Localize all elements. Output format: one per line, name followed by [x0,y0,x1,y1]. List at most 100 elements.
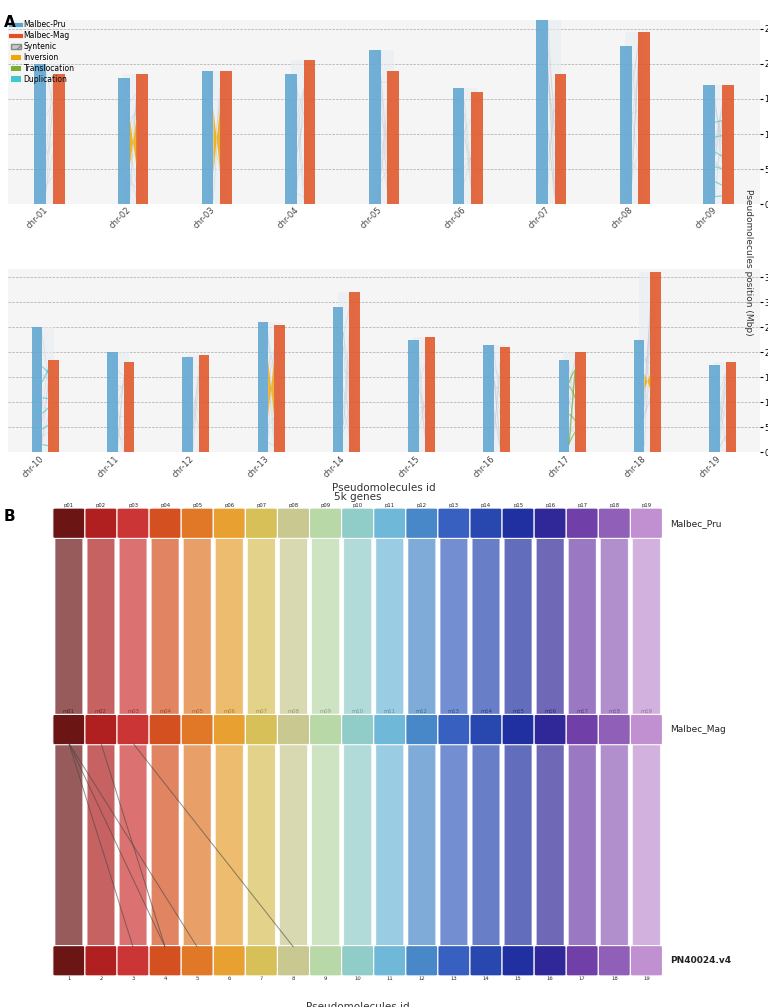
Text: p04: p04 [160,502,170,508]
FancyBboxPatch shape [374,509,406,539]
Text: 11: 11 [386,977,393,982]
Bar [220,70,232,204]
PathPatch shape [568,743,596,948]
PathPatch shape [536,537,564,716]
Text: 9: 9 [324,977,327,982]
Bar [290,60,310,204]
FancyBboxPatch shape [566,509,598,539]
FancyBboxPatch shape [566,714,598,745]
Text: m17: m17 [576,709,588,714]
Text: m19: m19 [641,709,653,714]
Text: p05: p05 [192,502,202,508]
PathPatch shape [505,743,532,948]
Text: m16: m16 [545,709,556,714]
Bar [564,352,581,452]
FancyBboxPatch shape [631,509,663,539]
Text: m01: m01 [63,709,75,714]
Text: m10: m10 [352,709,364,714]
PathPatch shape [247,743,275,948]
Text: 7: 7 [260,977,263,982]
FancyBboxPatch shape [181,946,214,976]
FancyBboxPatch shape [85,714,117,745]
PathPatch shape [184,537,211,716]
PathPatch shape [505,537,532,716]
PathPatch shape [408,743,435,948]
Text: p15: p15 [513,502,523,508]
Text: p10: p10 [353,502,362,508]
Bar [274,325,285,452]
Bar [124,75,143,204]
Bar [48,359,59,452]
FancyBboxPatch shape [214,509,245,539]
FancyBboxPatch shape [149,946,181,976]
Bar [554,75,566,204]
PathPatch shape [88,537,114,716]
FancyBboxPatch shape [181,509,214,539]
Bar [199,354,210,452]
Bar [483,344,494,452]
PathPatch shape [280,537,307,716]
PathPatch shape [119,743,147,948]
FancyBboxPatch shape [149,509,181,539]
Bar [709,85,728,204]
PathPatch shape [216,537,243,716]
Bar [726,363,737,452]
Bar [35,63,46,204]
Text: 10: 10 [354,977,361,982]
Bar [303,60,316,204]
Text: 15: 15 [515,977,521,982]
Bar [124,363,134,452]
Text: 1: 1 [67,977,71,982]
Text: p14: p14 [481,502,491,508]
Text: m18: m18 [608,709,621,714]
PathPatch shape [344,537,372,716]
PathPatch shape [151,537,179,716]
FancyBboxPatch shape [310,946,342,976]
Bar [408,339,419,452]
Text: 8: 8 [292,977,295,982]
FancyBboxPatch shape [245,946,277,976]
Text: p19: p19 [641,502,651,508]
Text: 6: 6 [227,977,231,982]
FancyBboxPatch shape [534,509,566,539]
Text: p07: p07 [257,502,266,508]
Text: p18: p18 [609,502,620,508]
Text: m07: m07 [256,709,267,714]
FancyBboxPatch shape [277,946,310,976]
PathPatch shape [376,743,403,948]
PathPatch shape [633,743,660,948]
FancyBboxPatch shape [149,714,181,745]
FancyBboxPatch shape [438,714,470,745]
Bar [536,8,548,204]
Bar [202,70,214,204]
PathPatch shape [216,743,243,948]
Bar [387,70,399,204]
Bar [187,354,204,452]
X-axis label: Pseudomolecules id: Pseudomolecules id [333,483,435,493]
PathPatch shape [440,743,468,948]
PathPatch shape [88,743,114,948]
FancyBboxPatch shape [342,946,374,976]
Bar [286,75,297,204]
PathPatch shape [268,361,274,417]
PathPatch shape [408,537,435,716]
FancyBboxPatch shape [117,946,149,976]
PathPatch shape [633,537,660,716]
Text: Malbec_Mag: Malbec_Mag [670,725,726,734]
PathPatch shape [536,743,564,948]
FancyBboxPatch shape [117,714,149,745]
PathPatch shape [568,537,596,716]
PathPatch shape [472,743,500,948]
Text: Pseudomolecules position (Mbp): Pseudomolecules position (Mbp) [744,188,753,335]
Bar [714,363,731,452]
Text: m04: m04 [159,709,171,714]
Text: 12: 12 [419,977,425,982]
Bar [625,32,644,204]
Text: m13: m13 [448,709,460,714]
Bar [558,359,569,452]
Text: p13: p13 [449,502,459,508]
Bar [722,85,733,204]
FancyBboxPatch shape [598,714,631,745]
PathPatch shape [184,743,211,948]
PathPatch shape [151,743,179,948]
